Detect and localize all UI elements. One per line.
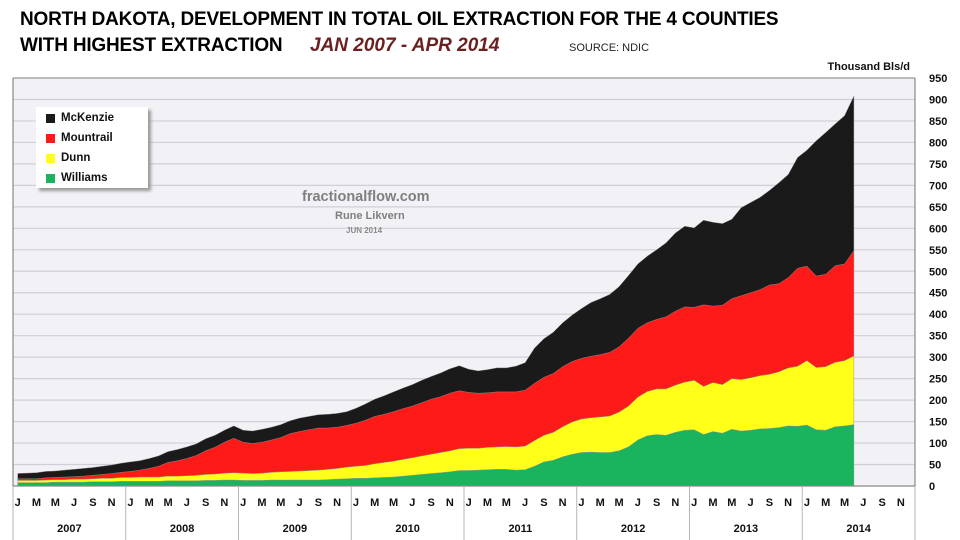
y-tick-label: 200	[929, 395, 947, 407]
x-month-label: M	[502, 497, 511, 509]
x-month-label: J	[522, 497, 528, 509]
legend-label-mountrail: Mountrail	[61, 132, 113, 144]
x-month-label: M	[51, 497, 60, 509]
y-tick-label: 350	[929, 331, 947, 343]
legend: McKenzie Mountrail Dunn Williams	[36, 107, 148, 188]
x-month-label: J	[860, 497, 866, 509]
x-month-label: N	[446, 497, 454, 509]
x-month-label: M	[370, 497, 379, 509]
y-tick-label: 100	[929, 438, 947, 450]
watermark-date: JUN 2014	[346, 226, 383, 235]
x-month-label: J	[240, 497, 246, 509]
x-month-label: M	[727, 497, 736, 509]
legend-item-mckenzie: McKenzie	[46, 112, 114, 124]
x-month-label: S	[878, 497, 885, 509]
x-month-label: N	[671, 497, 679, 509]
y-tick-label: 600	[929, 223, 947, 235]
x-year-label: 2010	[395, 523, 419, 535]
y-tick-label: 0	[929, 481, 935, 493]
y-tick-label: 250	[929, 374, 947, 386]
x-year-label: 2014	[846, 523, 871, 535]
x-month-label: M	[840, 497, 849, 509]
legend-swatch-mountrail	[46, 133, 55, 143]
x-year-label: 2011	[508, 523, 532, 535]
x-month-label: M	[389, 497, 398, 509]
x-month-label: M	[614, 497, 623, 509]
legend-label-williams: Williams	[61, 172, 108, 184]
legend-item-mountrail: Mountrail	[46, 132, 113, 144]
x-month-label: J	[804, 497, 810, 509]
x-month-label: M	[32, 497, 41, 509]
x-month-label: J	[578, 497, 584, 509]
area-mckenzie	[17, 95, 855, 479]
y-tick-label: 300	[929, 352, 947, 364]
x-month-label: N	[220, 497, 228, 509]
x-year-label: 2013	[734, 523, 758, 535]
y-axis-unit-label: Thousand Bls/d	[827, 61, 911, 73]
x-month-label: M	[276, 497, 285, 509]
chart-source: SOURCE: NDIC	[569, 42, 650, 54]
x-month-label: N	[108, 497, 116, 509]
y-tick-label: 500	[929, 266, 947, 278]
y-tick-label: 750	[929, 159, 947, 171]
x-year-label: 2012	[621, 523, 645, 535]
x-month-label: M	[708, 497, 717, 509]
watermark-site: fractionalflow.com	[302, 189, 430, 205]
x-month-label: M	[483, 497, 492, 509]
y-tick-label: 850	[929, 116, 947, 128]
x-month-label: S	[89, 497, 96, 509]
chart-title-line1: NORTH DAKOTA, DEVELOPMENT IN TOTAL OIL E…	[20, 9, 779, 30]
x-month-label: S	[427, 497, 434, 509]
x-month-label: S	[202, 497, 209, 509]
x-month-label: S	[653, 497, 660, 509]
y-tick-label: 450	[929, 288, 947, 300]
y-tick-label: 150	[929, 417, 947, 429]
x-month-label: N	[559, 497, 567, 509]
x-month-label: J	[71, 497, 77, 509]
x-month-label: N	[333, 497, 341, 509]
x-month-label: M	[821, 497, 830, 509]
x-month-label: J	[409, 497, 415, 509]
x-year-label: 2007	[57, 523, 81, 535]
x-month-label: J	[748, 497, 754, 509]
y-tick-label: 800	[929, 137, 947, 149]
x-year-label: 2009	[283, 523, 307, 535]
x-month-label: J	[635, 497, 641, 509]
y-tick-label: 950	[929, 73, 947, 85]
legend-swatch-mckenzie	[46, 113, 55, 123]
chart-title-line2: WITH HIGHEST EXTRACTION	[20, 35, 283, 56]
watermark-author: Rune Likvern	[335, 210, 405, 222]
y-tick-label: 550	[929, 245, 947, 257]
x-month-label: J	[297, 497, 303, 509]
x-month-label: J	[127, 497, 133, 509]
x-month-label: J	[691, 497, 697, 509]
x-month-label: N	[784, 497, 792, 509]
y-tick-label: 50	[929, 460, 941, 472]
legend-swatch-dunn	[46, 153, 55, 163]
y-tick-label: 650	[929, 202, 947, 214]
x-month-label: S	[766, 497, 773, 509]
x-month-label: J	[466, 497, 472, 509]
legend-item-dunn: Dunn	[46, 152, 90, 164]
legend-label-mckenzie: McKenzie	[61, 112, 115, 124]
x-month-label: J	[15, 497, 21, 509]
x-year-label: 2008	[170, 523, 194, 535]
legend-label-dunn: Dunn	[61, 152, 91, 164]
chart-period: JAN 2007 - APR 2014	[310, 35, 500, 56]
legend-swatch-williams	[46, 173, 55, 183]
y-tick-label: 900	[929, 94, 947, 106]
x-month-label: M	[257, 497, 266, 509]
legend-item-williams: Williams	[46, 172, 108, 184]
x-month-label: M	[596, 497, 605, 509]
x-month-label: S	[315, 497, 322, 509]
x-month-label: J	[184, 497, 190, 509]
y-tick-label: 400	[929, 309, 947, 321]
x-month-label: M	[145, 497, 154, 509]
x-month-label: J	[353, 497, 359, 509]
x-month-label: N	[897, 497, 905, 509]
y-tick-label: 700	[929, 180, 947, 192]
x-month-label: S	[540, 497, 547, 509]
x-month-label: M	[163, 497, 172, 509]
